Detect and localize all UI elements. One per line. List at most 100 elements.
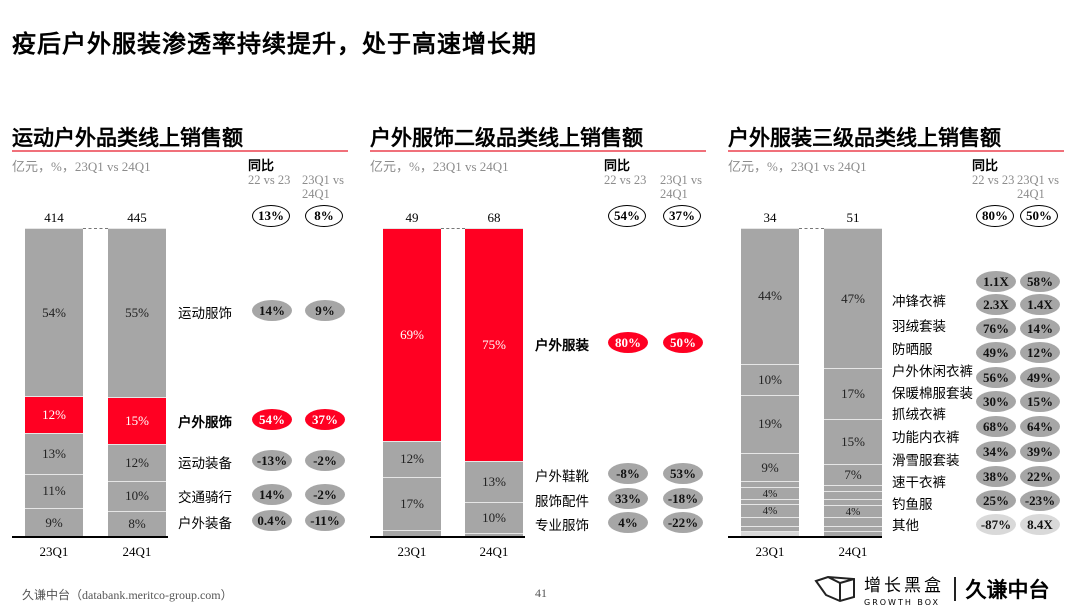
bar-segment: 19%	[741, 394, 799, 454]
category-label: 户外休闲衣裤	[892, 364, 973, 380]
bar-segment	[824, 526, 882, 532]
yoy-header: 同比	[972, 159, 999, 174]
bar-segment: 13%	[465, 461, 523, 502]
bar-segment: 4%	[741, 504, 799, 517]
bar-segment: 15%	[108, 397, 166, 444]
yoy-header: 同比	[248, 159, 275, 174]
bar-total: 49	[405, 210, 419, 225]
category-label: 户外装备	[178, 516, 232, 532]
yoy-pill: 64%	[1020, 416, 1060, 437]
yoy-pill: -2%	[305, 484, 345, 505]
box-logo-icon	[814, 575, 855, 603]
total-yoy-badge: 50%	[1020, 205, 1058, 227]
category-label: 户外服饰	[178, 415, 232, 431]
bar-segment: 4%	[824, 505, 882, 518]
category-label: 功能内衣裤	[892, 430, 960, 446]
category-label: 户外服装	[535, 338, 589, 354]
bar-segment	[741, 499, 799, 505]
category-label: 其他	[892, 518, 919, 534]
yoy-pill: -23%	[1020, 490, 1060, 511]
yoy-pill: 0.4%	[252, 510, 292, 531]
bar-segment	[383, 529, 441, 536]
yoy-pill: 53%	[663, 463, 703, 484]
title-underline	[728, 150, 1064, 152]
yoy-pill: 22%	[1020, 466, 1060, 487]
category-label: 保暖棉服套装	[892, 386, 973, 402]
bar-segment	[741, 480, 799, 488]
bar-segment: 17%	[824, 368, 882, 419]
x-tick-label: 23Q1	[755, 544, 785, 559]
yoy-pill: 34%	[976, 441, 1016, 462]
chart-title: 户外服装三级品类线上销售额	[728, 126, 1001, 150]
yoy-pill: 14%	[252, 300, 292, 321]
bar-segment	[741, 525, 799, 531]
yoy-col2-header: 23Q1 vs 24Q1	[302, 173, 345, 201]
bar-segment: 47%	[824, 228, 882, 369]
bar-segment: 7%	[824, 463, 882, 485]
bar-segment	[465, 532, 523, 536]
yoy-pill: 8.4X	[1020, 514, 1060, 535]
yoy-pill: 1.4X	[1020, 294, 1060, 315]
category-label: 滑雪服套装	[892, 453, 960, 469]
bar-segment: 10%	[741, 363, 799, 395]
total-yoy-badge: 37%	[663, 205, 701, 227]
category-label: 冲锋衣裤	[892, 294, 946, 310]
total-yoy-badge: 13%	[252, 205, 290, 227]
bar-segment	[824, 484, 882, 491]
unit-label: 亿元，%，23Q1 vs 24Q1	[728, 159, 867, 174]
yoy-pill: 38%	[976, 466, 1016, 487]
yoy-pill: 50%	[663, 332, 703, 353]
yoy-header: 同比	[604, 159, 631, 174]
category-label: 专业服饰	[535, 518, 589, 534]
yoy-pill: 49%	[976, 342, 1016, 363]
page-title: 疫后户外服装渗透率持续提升，处于高速增长期	[12, 30, 537, 58]
yoy-pill: 39%	[1020, 441, 1060, 462]
x-tick-label: 23Q1	[39, 544, 69, 559]
logo-cn: 增长黑盒	[864, 576, 944, 596]
x-tick-label: 23Q1	[397, 544, 427, 559]
yoy-pill: 9%	[305, 300, 345, 321]
page-number: 41	[535, 586, 547, 600]
chart-title: 户外服饰二级品类线上销售额	[370, 126, 643, 150]
yoy-col2-header: 23Q1 vs 24Q1	[1017, 173, 1060, 201]
category-label: 抓绒衣裤	[892, 407, 946, 423]
bar-total: 414	[44, 210, 64, 225]
total-yoy-badge: 80%	[976, 205, 1014, 227]
bar-segment	[824, 517, 882, 527]
bar-segment: 9%	[25, 508, 83, 536]
bar-total: 68	[487, 210, 501, 225]
bar-segment: 11%	[25, 473, 83, 508]
bar-total: 34	[763, 210, 777, 225]
x-axis	[370, 536, 525, 538]
bar-segment: 12%	[383, 440, 441, 478]
bar-segment: 15%	[824, 418, 882, 464]
bar-segment: 13%	[25, 433, 83, 474]
chart-title: 运动户外品类线上销售额	[12, 126, 243, 150]
yoy-pill: 14%	[252, 484, 292, 505]
yoy-col1-header: 22 vs 23	[972, 173, 1015, 187]
yoy-pill: -18%	[663, 488, 703, 509]
yoy-pill: 25%	[976, 490, 1016, 511]
yoy-pill: 37%	[305, 409, 345, 430]
bar-segment	[741, 516, 799, 526]
yoy-pill: -11%	[305, 510, 345, 531]
yoy-pill: -13%	[252, 450, 292, 471]
bar-segment	[741, 530, 799, 536]
bar-segment: 75%	[465, 228, 523, 462]
yoy-pill: 54%	[252, 409, 292, 430]
yoy-pill: 33%	[608, 488, 648, 509]
x-axis	[728, 536, 882, 538]
yoy-pill: 2.3X	[976, 294, 1016, 315]
bar-segment: 17%	[383, 477, 441, 530]
yoy-pill: 49%	[1020, 367, 1060, 388]
bar-segment: 10%	[108, 480, 166, 512]
yoy-pill: 1.1X	[976, 271, 1016, 292]
yoy-pill: 30%	[976, 391, 1016, 412]
bar-segment	[824, 531, 882, 536]
footer-source: 久谦中台（databank.meritco-group.com）	[22, 588, 233, 602]
x-tick-label: 24Q1	[838, 544, 868, 559]
bar-segment: 9%	[741, 453, 799, 481]
bar-segment: 12%	[108, 443, 166, 481]
brand-name: 久谦中台	[965, 578, 1050, 602]
bar-total: 51	[846, 210, 860, 225]
